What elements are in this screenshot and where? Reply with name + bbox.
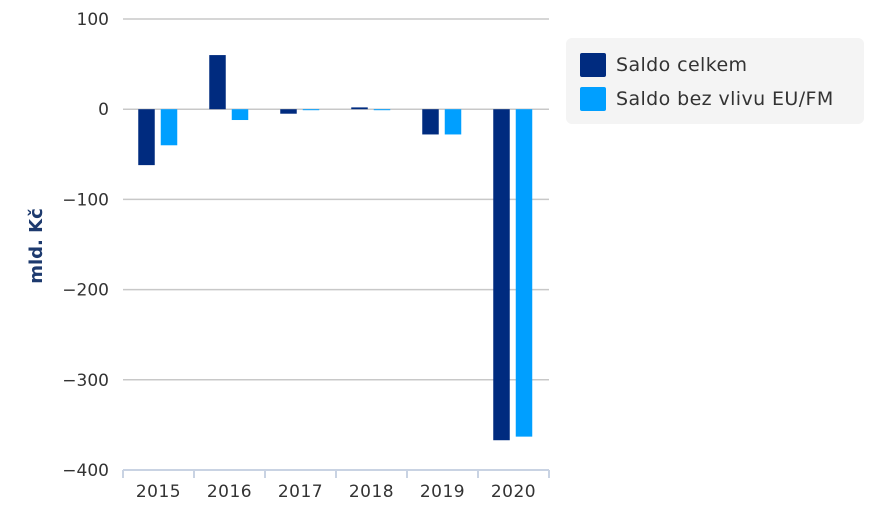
bar — [444, 109, 462, 135]
bar — [373, 109, 391, 111]
y-tick-label: −300 — [62, 371, 109, 391]
bar — [280, 109, 297, 114]
axis-layer: 100 0 −100 −200 −300 −400 2015 2016 2017 2018 2019… — [62, 10, 550, 502]
legend-item-saldo-bez-vlivu[interactable]: Saldo bez vlivu EU/FM — [580, 86, 834, 112]
bar — [231, 109, 249, 121]
x-tick-label: 2015 — [136, 482, 181, 502]
x-tick-label: 2017 — [278, 482, 323, 502]
y-tick-label: −100 — [62, 190, 109, 210]
y-axis-title: mld. Kč — [26, 208, 47, 284]
legend-label: Saldo celkem — [616, 54, 748, 76]
y-tick-label: −200 — [62, 281, 109, 301]
bar — [138, 109, 155, 166]
x-tick-label: 2018 — [349, 482, 394, 502]
x-tick-label: 2016 — [207, 482, 252, 502]
bar — [209, 55, 226, 110]
legend: Saldo celkem Saldo bez vlivu EU/FM — [566, 38, 864, 124]
y-tick-label: 0 — [98, 100, 109, 120]
y-tick-label: 100 — [77, 10, 109, 30]
bar — [493, 109, 510, 441]
x-tick-label: 2020 — [491, 482, 536, 502]
y-tick-label: −400 — [62, 461, 109, 481]
bar — [515, 109, 533, 437]
legend-label: Saldo bez vlivu EU/FM — [616, 88, 834, 110]
bar — [302, 109, 320, 111]
bar-layer — [138, 55, 533, 441]
bar — [422, 109, 439, 135]
x-tick-label: 2019 — [420, 482, 465, 502]
bar — [351, 107, 368, 110]
legend-item-saldo-celkem[interactable]: Saldo celkem — [580, 52, 747, 78]
bar — [160, 109, 178, 146]
legend-swatch — [580, 53, 606, 77]
grid-layer — [123, 18, 549, 381]
legend-swatch — [580, 87, 606, 111]
